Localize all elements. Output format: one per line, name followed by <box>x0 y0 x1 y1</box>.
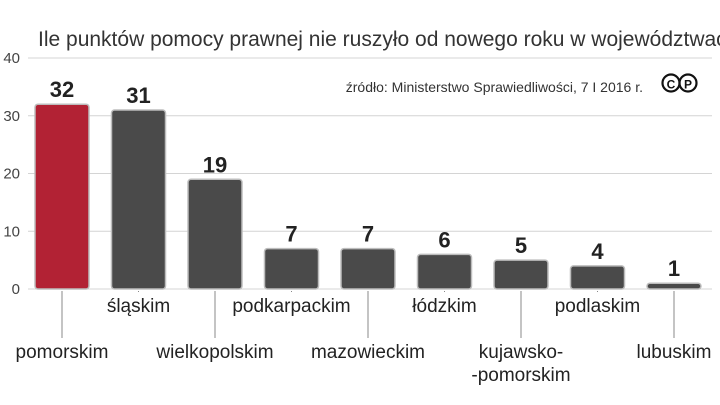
value-label: 31 <box>126 83 150 108</box>
category-label-text: śląskim <box>107 296 170 317</box>
category-labels: pomorskim śląskim wielkopolskim podkarpacki… <box>16 291 712 386</box>
category-label-text: wielkopolskim <box>155 342 273 363</box>
category-label-line: -pomorskim <box>471 365 570 386</box>
svg-text:P: P <box>684 78 692 92</box>
bar <box>646 282 702 290</box>
bar <box>569 265 626 290</box>
category-label-text: łódzkim <box>412 296 476 317</box>
source-note: źródło: Ministerstwo Sprawiedliwości, 7 … <box>346 79 643 95</box>
category-label: łódzkim <box>412 291 477 317</box>
value-label: 19 <box>203 152 227 177</box>
bars <box>34 103 702 290</box>
category-label: lubuskim <box>637 291 712 363</box>
svg-text:C: C <box>667 78 676 92</box>
bar <box>187 178 243 290</box>
value-label: 1 <box>668 256 680 281</box>
category-label: kujawsko--pomorskim <box>471 291 571 386</box>
value-label: 4 <box>591 239 604 264</box>
value-labels: 32 31 19 7 7 6 5 4 1 <box>50 77 680 281</box>
category-label-text: mazowieckim <box>311 342 425 363</box>
value-label: 7 <box>285 222 297 247</box>
value-label: 6 <box>438 227 450 252</box>
value-label: 5 <box>515 233 527 258</box>
category-label: podkarpackim <box>232 291 351 317</box>
category-label-text: lubuskim <box>637 342 712 363</box>
category-label-text: podlaskim <box>555 296 641 317</box>
value-label: 7 <box>362 222 374 247</box>
y-tick-label: 20 <box>3 166 20 183</box>
category-label: wielkopolskim <box>155 291 274 363</box>
y-tick-label: 0 <box>12 281 20 298</box>
category-label: śląskim <box>107 291 170 317</box>
bar <box>34 103 90 290</box>
cp-logo: C P <box>661 73 698 93</box>
bar <box>493 259 549 290</box>
y-tick-label: 10 <box>3 223 20 240</box>
chart-title: Ile punktów pomocy prawnej nie ruszyło o… <box>38 28 720 51</box>
value-label: 32 <box>50 77 74 102</box>
category-label: podlaskim <box>555 291 641 317</box>
category-label-text: pomorskim <box>16 342 109 363</box>
category-label: mazowieckim <box>311 291 425 363</box>
y-tick-label: 40 <box>3 50 20 67</box>
category-label: pomorskim <box>16 291 109 363</box>
category-label-text: podkarpackim <box>232 296 350 317</box>
y-tick-label: 30 <box>3 108 20 125</box>
bar <box>340 247 396 290</box>
y-axis-ticks: 0 10 20 30 40 <box>3 50 20 298</box>
category-label-line: kujawsko- <box>479 342 563 363</box>
bar <box>416 253 473 290</box>
bar <box>110 109 167 290</box>
bar <box>263 247 320 290</box>
